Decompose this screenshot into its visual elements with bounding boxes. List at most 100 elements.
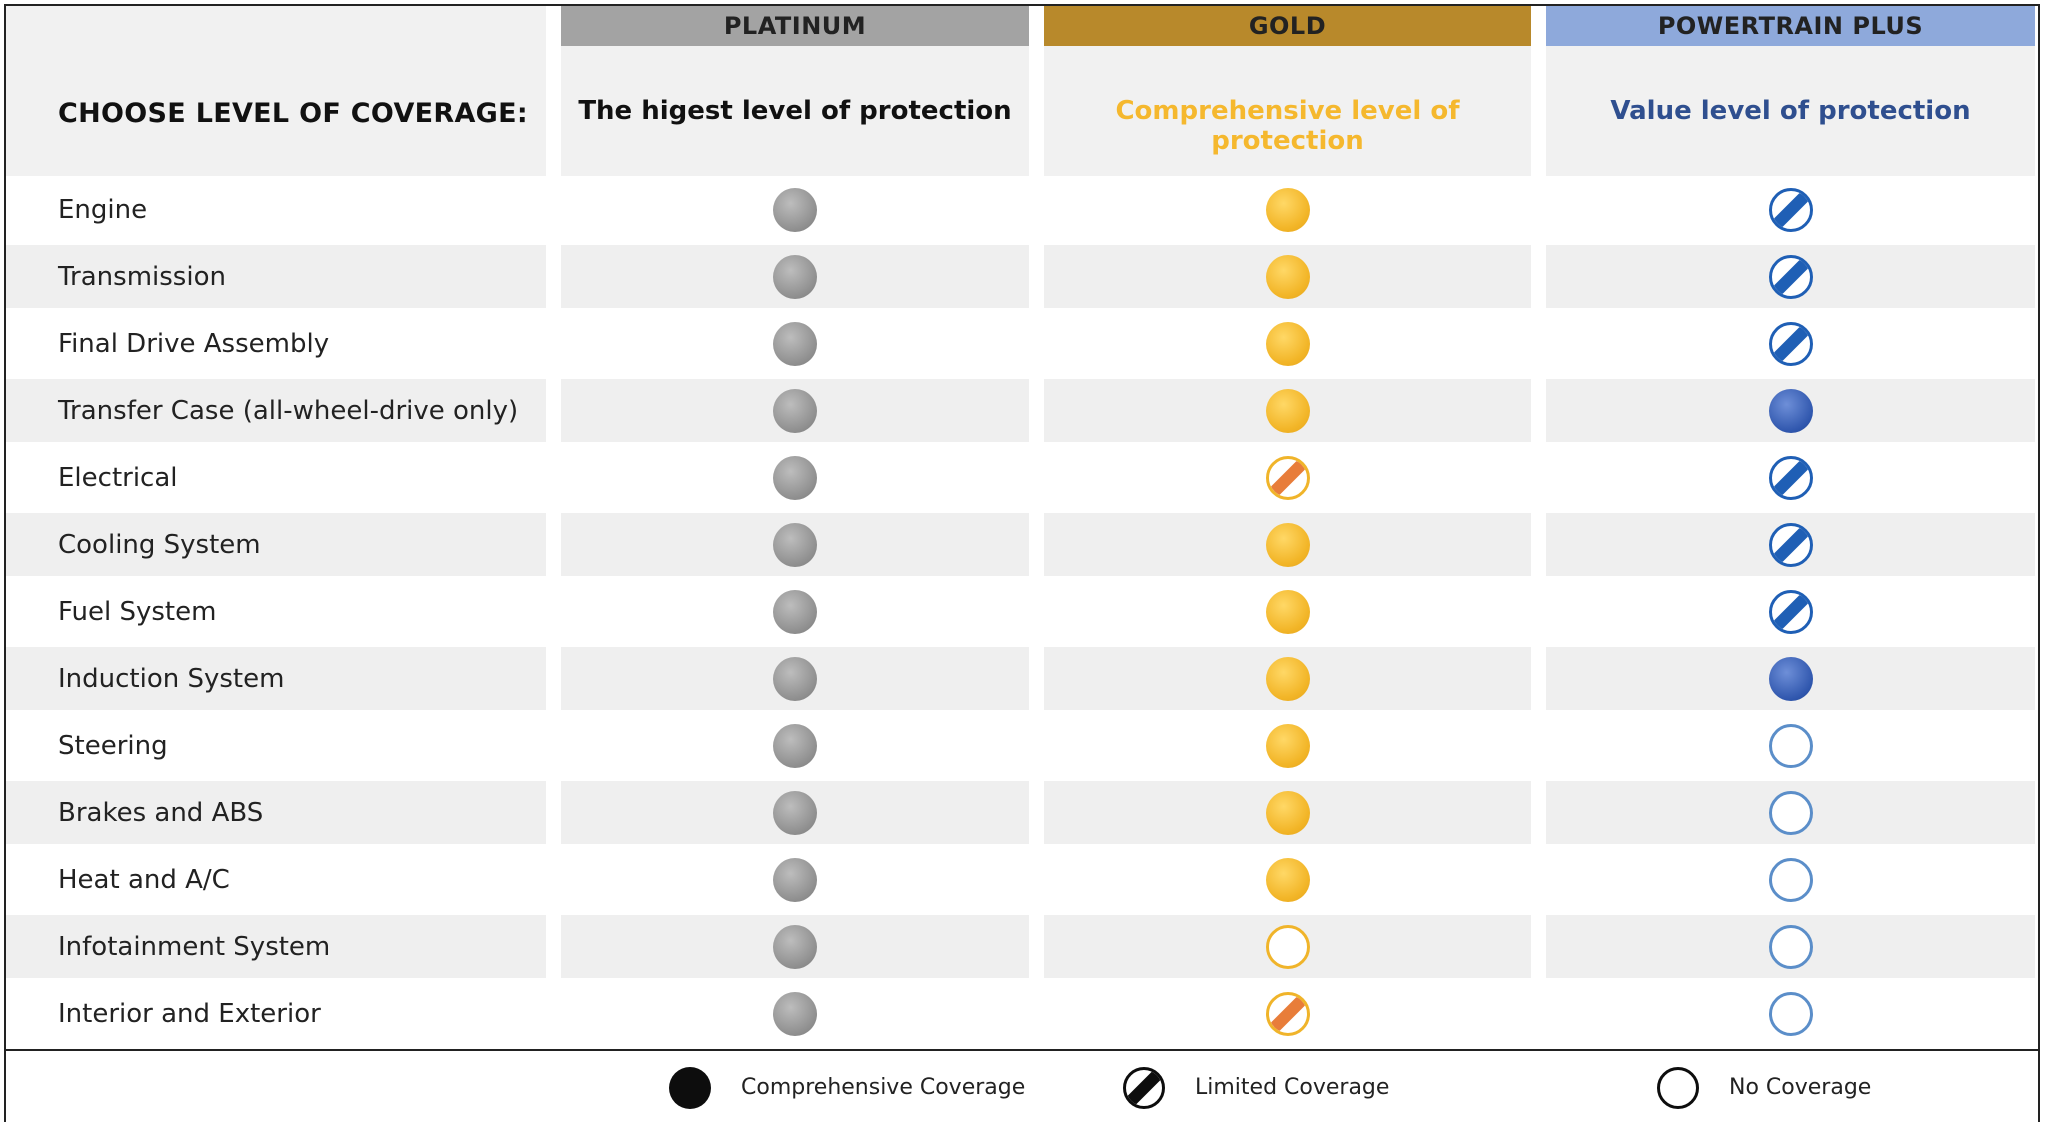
legend-none: No Coverage [1657, 1051, 1871, 1124]
plan-column-gold[interactable]: GOLD Comprehensive level of protection [1044, 6, 1531, 176]
coverage-cell-platinum [561, 446, 1029, 509]
row-shade [6, 245, 546, 308]
coverage-cell-gold [1044, 178, 1531, 241]
coverage-cell-powertrain-plus [1546, 446, 2035, 509]
coverage-cell-platinum [561, 580, 1029, 643]
plan-tagline-gold: Comprehensive level of protection [1115, 96, 1460, 156]
limited-coverage-icon [1768, 321, 1813, 366]
coverage-cell-platinum [561, 178, 1029, 241]
coverage-cell-powertrain-plus [1546, 513, 2035, 576]
row-label: Transmission [58, 261, 226, 292]
table-row: Cooling System [6, 511, 2038, 578]
comprehensive-coverage-icon [773, 254, 817, 299]
row-label: Heat and A/C [58, 864, 230, 895]
coverage-cell-powertrain-plus [1546, 915, 2035, 978]
coverage-cell-platinum [561, 915, 1029, 978]
table-row: Interior and Exterior [6, 980, 2038, 1047]
limited-coverage-icon [1265, 991, 1310, 1036]
coverage-cell-gold [1044, 982, 1531, 1045]
table-row: Transfer Case (all-wheel-drive only) [6, 377, 2038, 444]
row-shade [6, 379, 546, 442]
comprehensive-coverage-icon [1265, 589, 1310, 634]
legend-comprehensive: Comprehensive Coverage [669, 1051, 1025, 1124]
coverage-cell-gold [1044, 312, 1531, 375]
plan-name-powertrain-plus: POWERTRAIN PLUS [1546, 6, 2035, 46]
plan-column-powertrain-plus[interactable]: POWERTRAIN PLUS Value level of protectio… [1546, 6, 2035, 176]
coverage-cell-powertrain-plus [1546, 178, 2035, 241]
limited-coverage-icon [1768, 589, 1813, 634]
limited-coverage-icon [1768, 455, 1813, 500]
comprehensive-coverage-icon [773, 656, 817, 701]
table-row: Heat and A/C [6, 846, 2038, 913]
comprehensive-coverage-icon [773, 388, 817, 433]
plan-tagline-platinum: The higest level of protection [578, 96, 1012, 126]
comprehensive-coverage-icon [1265, 388, 1310, 433]
header-row: CHOOSE LEVEL OF COVERAGE: PLATINUM The h… [6, 6, 2038, 176]
coverage-cell-gold [1044, 245, 1531, 308]
comprehensive-coverage-icon [1265, 254, 1310, 299]
row-shade [6, 915, 546, 978]
row-label: Interior and Exterior [58, 998, 321, 1029]
table-row: Brakes and ABS [6, 779, 2038, 846]
row-label: Induction System [58, 663, 285, 694]
table-row: Engine [6, 176, 2038, 243]
table-row: Steering [6, 712, 2038, 779]
coverage-cell-gold [1044, 513, 1531, 576]
plan-name-platinum: PLATINUM [561, 6, 1029, 46]
legend-limited-label: Limited Coverage [1195, 1075, 1390, 1100]
coverage-grid: CHOOSE LEVEL OF COVERAGE: PLATINUM The h… [6, 6, 2038, 1047]
coverage-cell-platinum [561, 245, 1029, 308]
coverage-cell-gold [1044, 915, 1531, 978]
limited-coverage-icon [1123, 1066, 1165, 1109]
none-coverage-icon [1265, 924, 1310, 969]
comprehensive-coverage-icon [773, 321, 817, 366]
coverage-cell-gold [1044, 781, 1531, 844]
coverage-cell-powertrain-plus [1546, 379, 2035, 442]
legend-limited: Limited Coverage [1123, 1051, 1389, 1124]
table-row: Electrical [6, 444, 2038, 511]
coverage-cell-platinum [561, 513, 1029, 576]
legend-none-label: No Coverage [1729, 1075, 1872, 1100]
table-row: Final Drive Assembly [6, 310, 2038, 377]
coverage-cell-platinum [561, 379, 1029, 442]
comprehensive-coverage-icon [773, 522, 817, 567]
coverage-rows: Engine Transmission Final Drive Assembly Tr… [6, 176, 2038, 1047]
plan-column-platinum[interactable]: PLATINUM The higest level of protection [561, 6, 1029, 176]
row-label: Final Drive Assembly [58, 328, 330, 359]
row-label: Transfer Case (all-wheel-drive only) [58, 395, 519, 426]
coverage-cell-powertrain-plus [1546, 245, 2035, 308]
comprehensive-coverage-icon [1265, 857, 1310, 902]
choose-coverage-label: CHOOSE LEVEL OF COVERAGE: [58, 98, 528, 129]
comprehensive-coverage-icon [1265, 723, 1310, 768]
comprehensive-coverage-icon [773, 857, 817, 902]
coverage-cell-gold [1044, 580, 1531, 643]
comprehensive-coverage-icon [1265, 187, 1310, 232]
comprehensive-coverage-icon [773, 924, 817, 969]
coverage-cell-platinum [561, 781, 1029, 844]
coverage-cell-gold [1044, 446, 1531, 509]
coverage-cell-powertrain-plus [1546, 714, 2035, 777]
limited-coverage-icon [1265, 455, 1310, 500]
coverage-cell-powertrain-plus [1546, 580, 2035, 643]
none-coverage-icon [1768, 924, 1813, 969]
comprehensive-coverage-icon [773, 455, 817, 500]
comprehensive-coverage-icon [1265, 321, 1310, 366]
none-coverage-icon [1768, 857, 1813, 902]
coverage-table: CHOOSE LEVEL OF COVERAGE: PLATINUM The h… [4, 4, 2040, 1124]
comprehensive-coverage-icon [773, 589, 817, 634]
row-label: Steering [58, 730, 168, 761]
row-shade [6, 647, 546, 710]
coverage-cell-gold [1044, 848, 1531, 911]
comprehensive-coverage-icon [1768, 656, 1813, 701]
comprehensive-coverage-icon [1265, 790, 1310, 835]
none-coverage-icon [1768, 723, 1813, 768]
comprehensive-coverage-icon [1768, 388, 1813, 433]
comprehensive-coverage-icon [1265, 656, 1310, 701]
coverage-cell-gold [1044, 714, 1531, 777]
header-left-cell [6, 6, 546, 176]
coverage-cell-powertrain-plus [1546, 781, 2035, 844]
none-coverage-icon [1768, 790, 1813, 835]
limited-coverage-icon [1768, 522, 1813, 567]
coverage-cell-platinum [561, 714, 1029, 777]
row-label: Brakes and ABS [58, 797, 264, 828]
